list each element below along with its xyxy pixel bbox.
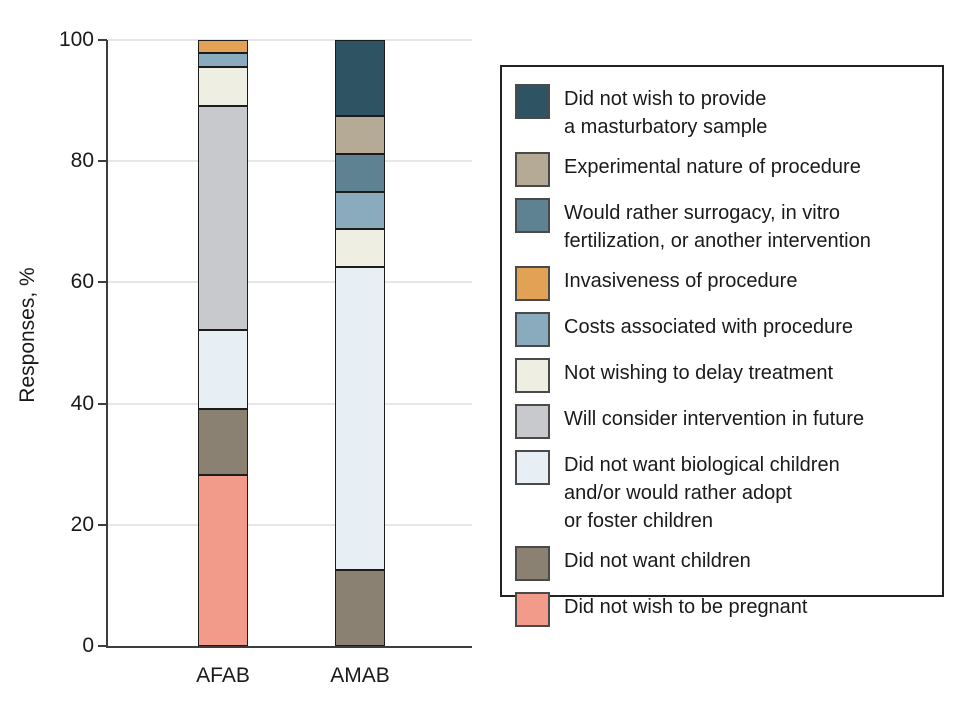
gridline-100 — [108, 39, 472, 41]
bar-segment-costs — [198, 53, 248, 67]
legend-label: Did not want children — [564, 550, 751, 572]
bar-segment-costs — [335, 191, 385, 230]
legend-swatch-no-biological-children — [515, 450, 550, 485]
legend-label: Not wishing to delay treatment — [564, 362, 834, 384]
legend-label: Costs associated with procedure — [564, 316, 854, 338]
legend-swatch-rather-surrogacy-ivf — [515, 198, 550, 233]
bar-segment-no-children — [198, 409, 248, 476]
y-tick-label: 80 — [70, 149, 94, 173]
y-tick-40 — [98, 402, 107, 405]
bar-segment-no-biological-children — [335, 267, 385, 571]
gridline-80 — [108, 160, 472, 163]
legend-swatch-no-pregnancy — [515, 592, 550, 627]
legend-item-no-masturbatory-sample: Did not wish to provide a masturbatory s… — [515, 84, 928, 141]
y-tick-0 — [98, 645, 107, 647]
legend-swatch-no-children — [515, 546, 550, 581]
y-tick-80 — [98, 160, 107, 163]
y-tick-label: 100 — [58, 28, 94, 51]
bar-segment-no-children — [335, 570, 385, 646]
legend-swatch-costs — [515, 312, 550, 347]
x-axis-line — [106, 646, 472, 648]
legend-item-not-delay-treatment: Not wishing to delay treatment — [515, 358, 928, 393]
bar-segment-no-masturbatory-sample — [335, 40, 385, 116]
legend-item-no-pregnancy: Did not wish to be pregnant — [515, 592, 928, 627]
x-category-label-afab: AFAB — [196, 664, 250, 687]
bar-segment-no-pregnancy — [198, 475, 248, 646]
legend-item-experimental-nature: Experimental nature of procedure — [515, 152, 928, 187]
y-tick-label: 0 — [82, 634, 94, 657]
y-tick-100 — [98, 39, 107, 41]
bar-segment-not-delay-treatment — [198, 66, 248, 107]
legend-label: Would rather surrogacy, in vitro fertili… — [564, 202, 871, 252]
legend-label: Invasiveness of procedure — [564, 270, 798, 292]
y-tick-20 — [98, 523, 107, 526]
bar-segment-consider-future — [198, 106, 248, 331]
legend-swatch-no-masturbatory-sample — [515, 84, 550, 119]
y-tick-label: 60 — [70, 270, 94, 294]
bar-amab — [335, 40, 385, 646]
legend-item-costs: Costs associated with procedure — [515, 312, 928, 347]
legend-item-rather-surrogacy-ivf: Would rather surrogacy, in vitro fertili… — [515, 198, 928, 255]
legend-swatch-not-delay-treatment — [515, 358, 550, 393]
legend-item-no-biological-children: Did not want biological children and/or … — [515, 450, 928, 535]
legend-item-consider-future: Will consider intervention in future — [515, 404, 928, 439]
y-axis-line — [106, 40, 108, 648]
bar-segment-not-delay-treatment — [335, 229, 385, 268]
legend-item-no-children: Did not want children — [515, 546, 928, 581]
gridline-20 — [108, 523, 472, 526]
bar-segment-no-biological-children — [198, 330, 248, 410]
x-category-label-amab: AMAB — [330, 664, 390, 687]
y-tick-label: 20 — [70, 512, 94, 536]
legend-label: Did not wish to be pregnant — [564, 596, 808, 618]
gridline-40 — [108, 402, 472, 405]
legend-item-invasiveness: Invasiveness of procedure — [515, 266, 928, 301]
legend-swatch-invasiveness — [515, 266, 550, 301]
legend-label: Will consider intervention in future — [564, 408, 865, 430]
legend-box: Did not wish to provide a masturbatory s… — [500, 65, 944, 627]
legend-label: Did not want biological children and/or … — [564, 454, 840, 532]
y-tick-label: 40 — [70, 391, 94, 415]
bar-afab — [198, 40, 248, 646]
bar-segment-invasiveness — [198, 40, 248, 54]
legend-swatch-experimental-nature — [515, 152, 550, 187]
y-axis-title: Responses, % — [16, 267, 39, 403]
bar-segment-experimental-nature — [335, 115, 385, 154]
bar-segment-rather-surrogacy-ivf — [335, 153, 385, 192]
gridline-60 — [108, 281, 472, 284]
legend-swatch-consider-future — [515, 404, 550, 439]
legend-label: Did not wish to provide a masturbatory s… — [564, 88, 768, 138]
y-tick-60 — [98, 281, 107, 284]
legend-label: Experimental nature of procedure — [564, 156, 861, 178]
